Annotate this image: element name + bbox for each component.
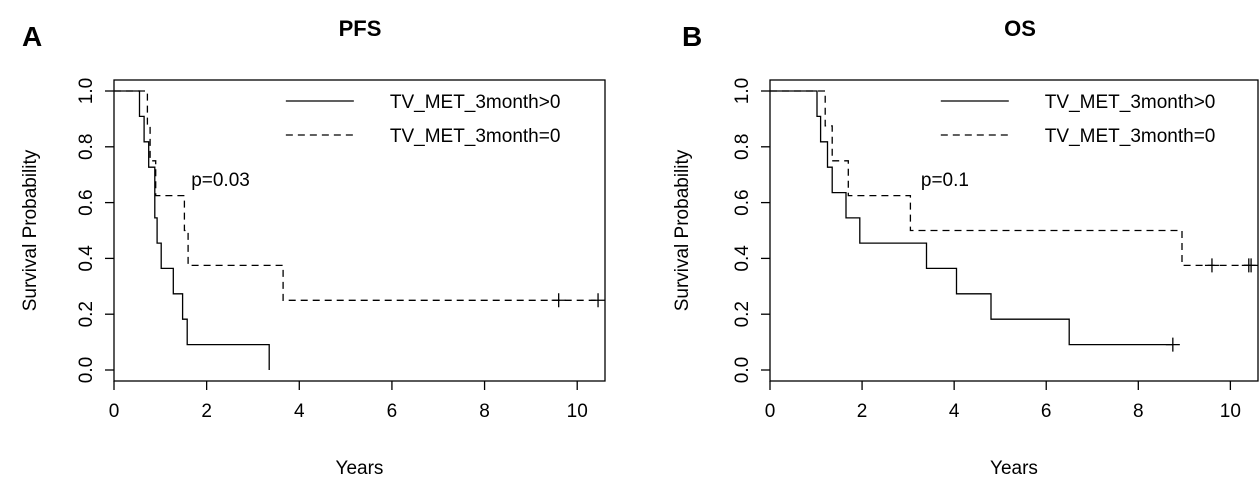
plot-frame <box>769 79 1259 382</box>
x-tick-label: 10 <box>1220 401 1241 422</box>
x-axis-label: Years <box>336 458 384 479</box>
y-tick-label: 0.0 <box>732 357 753 383</box>
x-tick-label: 10 <box>567 401 588 422</box>
y-tick-label: 0.6 <box>732 189 753 215</box>
y-tick-label: 0.2 <box>76 301 97 327</box>
x-axis-label: Years <box>990 458 1038 479</box>
p-value-annotation: p=0.03 <box>191 170 250 191</box>
legend-label: TV_MET_3month=0 <box>390 126 561 147</box>
panel-letter: A <box>22 21 42 52</box>
series-line-1 <box>114 90 270 370</box>
panel-B: B OS 0 2 4 6 8 10 0.0 0.2 0.4 0.6 0.8 1.0 Years Surviva… <box>672 16 1259 479</box>
y-tick-label: 0.4 <box>732 245 753 272</box>
y-tick-label: 0.2 <box>732 301 753 327</box>
x-tick-label: 4 <box>294 401 305 422</box>
legend-label: TV_MET_3month>0 <box>1045 92 1216 113</box>
series-line-2 <box>770 90 1252 267</box>
x-tick-label: 0 <box>765 401 776 422</box>
y-axis-label: Survival Probability <box>672 149 693 311</box>
x-tick-label: 6 <box>387 401 398 422</box>
censor-mark <box>1165 337 1180 352</box>
censor-mark <box>1244 258 1259 273</box>
y-tick-label: 1.0 <box>76 78 97 104</box>
chart-title: PFS <box>339 16 382 41</box>
panel-A: A PFS 0 2 4 6 8 10 0.0 0.2 0.4 0.6 0.8 1.0 Years Surviv… <box>20 16 606 479</box>
chart-title: OS <box>1004 16 1036 41</box>
panel-letter: B <box>682 21 702 52</box>
x-tick-label: 2 <box>201 401 212 422</box>
x-tick-label: 4 <box>949 401 960 422</box>
y-axis-label: Survival Probability <box>20 149 41 311</box>
series-line-2 <box>114 90 599 301</box>
x-tick-label: 8 <box>1133 401 1144 422</box>
x-tick-label: 6 <box>1041 401 1052 422</box>
censor-mark <box>551 293 566 308</box>
y-tick-label: 0.4 <box>76 245 97 272</box>
y-tick-label: 0.8 <box>76 134 97 160</box>
series-line-1 <box>770 90 1173 346</box>
p-value-annotation: p=0.1 <box>921 170 969 191</box>
censor-mark <box>1204 258 1219 273</box>
plot-frame <box>113 79 606 382</box>
legend-label: TV_MET_3month=0 <box>1045 126 1216 147</box>
y-tick-label: 0.8 <box>732 134 753 160</box>
y-tick-label: 0.0 <box>76 357 97 383</box>
y-tick-label: 1.0 <box>732 78 753 104</box>
x-tick-label: 8 <box>479 401 490 422</box>
legend-label: TV_MET_3month>0 <box>390 92 561 113</box>
y-tick-label: 0.6 <box>76 189 97 215</box>
censor-mark <box>591 293 606 308</box>
x-tick-label: 0 <box>109 401 120 422</box>
x-tick-label: 2 <box>857 401 868 422</box>
